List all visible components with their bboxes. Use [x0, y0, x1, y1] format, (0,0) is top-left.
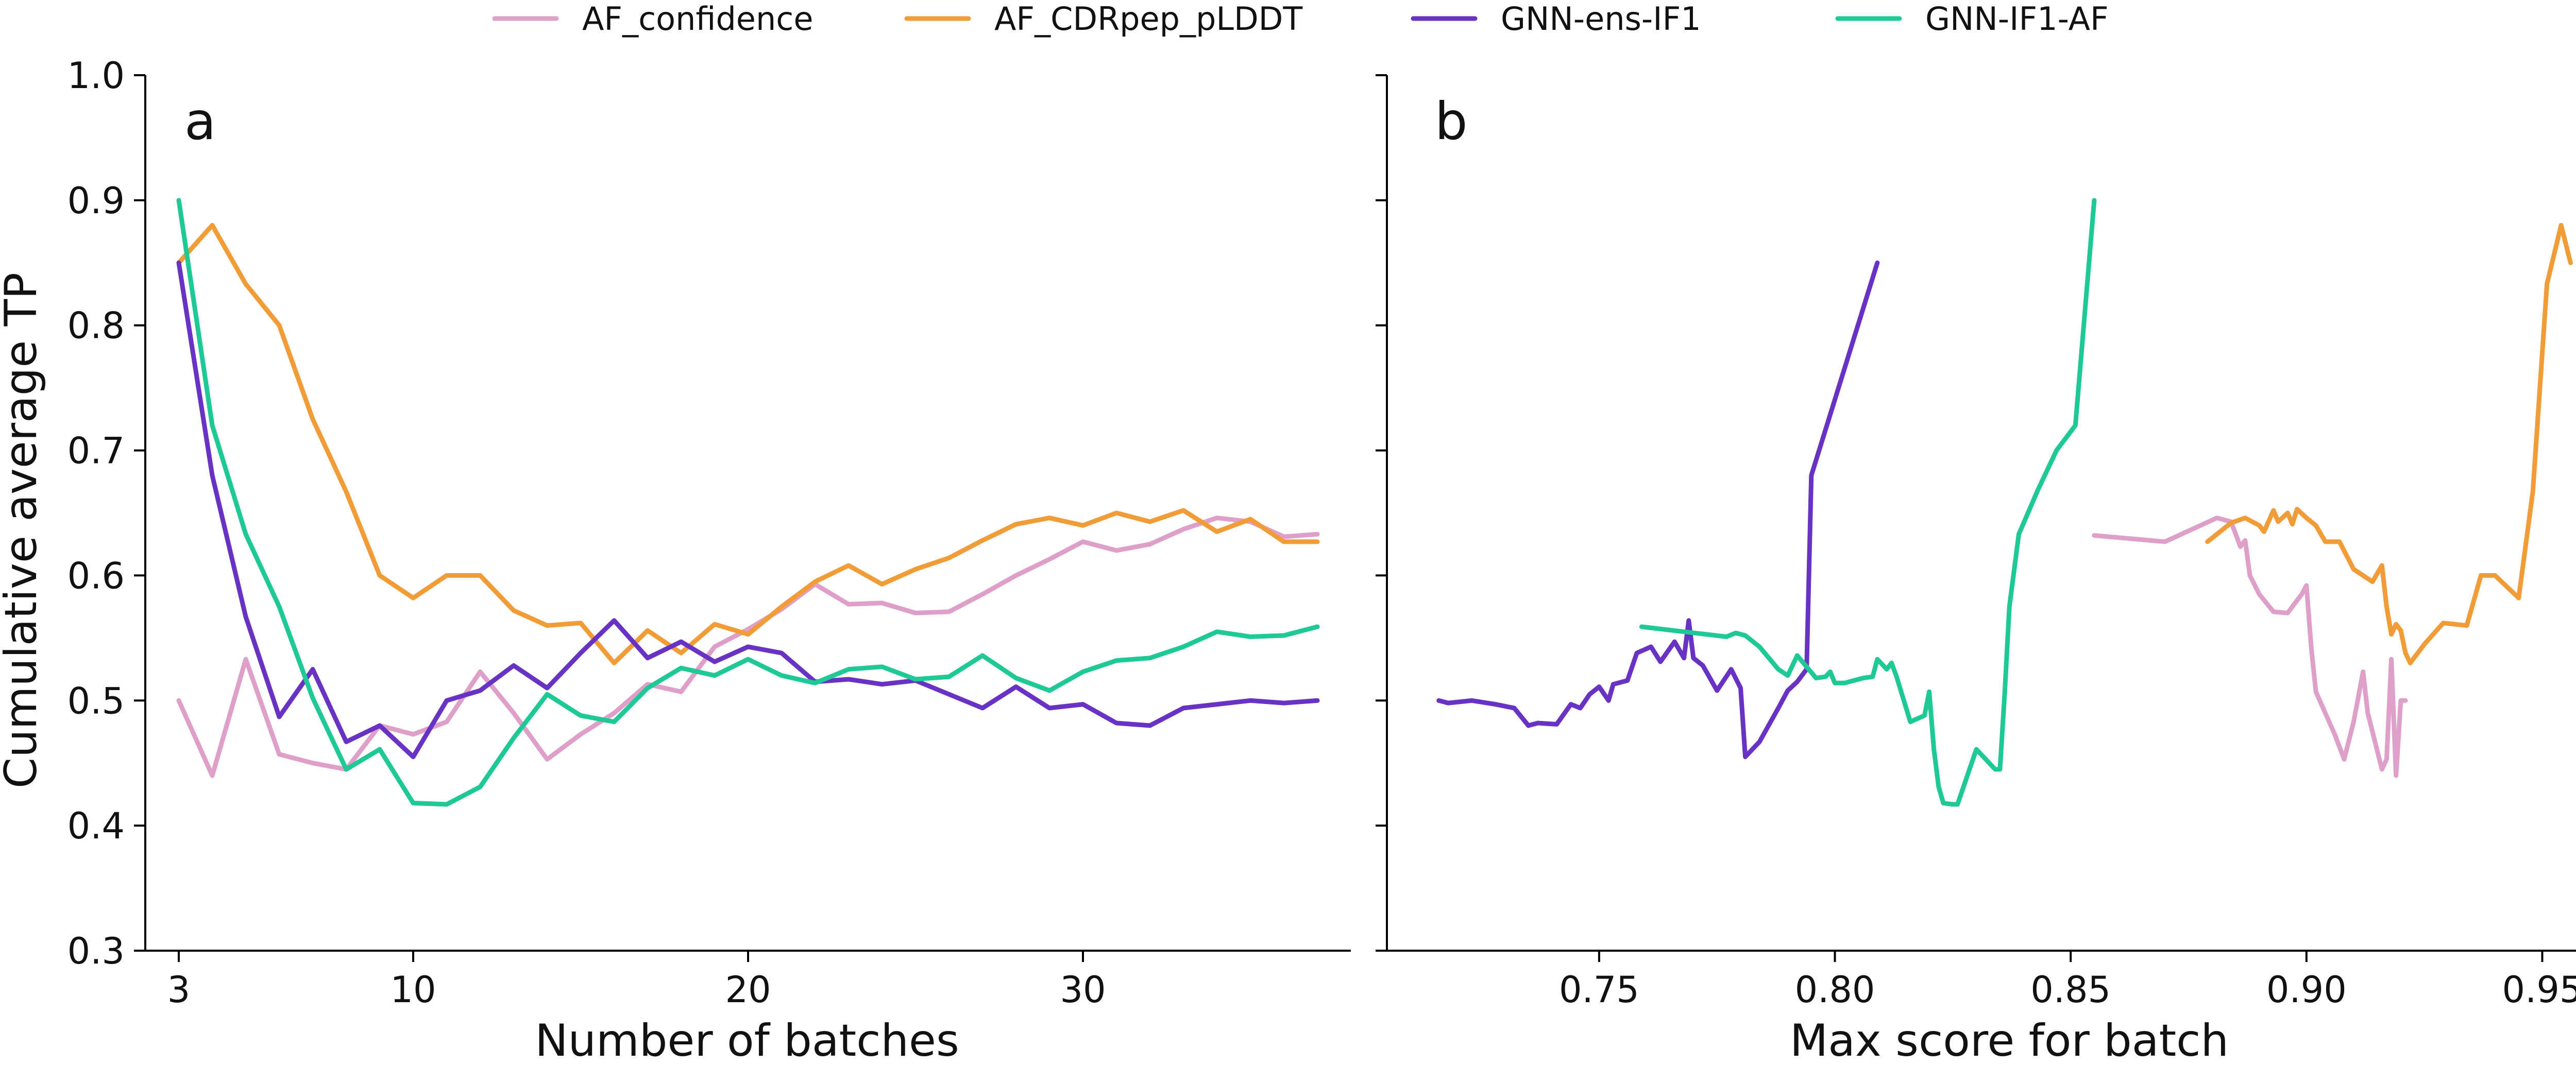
panel-a-letter: a — [184, 91, 216, 151]
panel-a-y-tick-label: 0.5 — [67, 680, 125, 722]
panel-a-series — [176, 198, 1320, 807]
panel-a: a 0.3 0.4 0.5 0.6 0.7 0.8 0.9 1.0 3 10 20 30 Number… — [0, 55, 1351, 1065]
legend-label-gnn-if1-af: GNN-IF1-AF — [1925, 0, 2109, 38]
panel-a-x-tick-label: 10 — [390, 969, 436, 1011]
panel-b-letter: b — [1435, 91, 1467, 151]
panel-b-series — [1436, 198, 2573, 807]
panel-a-y-tick-label: 0.3 — [67, 930, 125, 972]
legend-label-af-confidence: AF_confidence — [582, 0, 813, 38]
panel-a-y-tick-label: 0.9 — [67, 180, 125, 222]
panel-b-series-gnn-if1-af — [1639, 198, 2097, 807]
panel-b-x-tick-label: 0.75 — [1559, 969, 1639, 1011]
panel-a-axes: 0.3 0.4 0.5 0.6 0.7 0.8 0.9 1.0 3 10 20 30 — [67, 55, 1351, 1011]
legend-label-gnn-ens-if1: GNN-ens-IF1 — [1501, 0, 1701, 38]
panel-a-y-tick-label: 0.8 — [67, 305, 125, 347]
panel-a-x-tick-label: 20 — [725, 969, 771, 1011]
panel-a-y-tick-label: 0.7 — [67, 430, 125, 472]
panel-a-series-af-confidence — [176, 516, 1320, 778]
panel-b: b 0.75 0.80 0.85 0.90 0.95 Max score for bat… — [1376, 74, 2576, 1065]
legend: AF_confidence AF_CDRpep_pLDDT GNN-ens-IF1 G… — [492, 0, 2109, 38]
panel-b-x-tick-label: 0.80 — [1795, 969, 1875, 1011]
panel-b-x-tick-label: 0.95 — [2502, 969, 2576, 1011]
panel-a-y-tick-label: 0.6 — [67, 555, 125, 597]
panel-a-x-tick-label: 3 — [167, 969, 191, 1011]
panel-b-axes: 0.75 0.80 0.85 0.90 0.95 — [1376, 74, 2576, 1011]
panel-b-x-tick-label: 0.85 — [2030, 969, 2111, 1011]
panel-b-x-tick-label: 0.90 — [2266, 969, 2347, 1011]
panel-b-series-af-confidence — [2092, 516, 2408, 778]
panel-a-series-gnn-ens-if1 — [176, 260, 1320, 760]
panel-a-series-gnn-if1-af — [176, 198, 1320, 807]
panel-a-series-af-cdrpep-plddt — [176, 222, 1320, 665]
panel-a-x-tick-label: 30 — [1060, 969, 1106, 1011]
panel-a-y-tick-label: 0.4 — [67, 805, 125, 847]
panel-a-y-tick-label: 1.0 — [67, 55, 125, 97]
panel-b-series-gnn-ens-if1 — [1436, 260, 1880, 760]
panel-a-y-axis-title: Cumulative average TP — [0, 272, 47, 788]
panel-b-x-axis-title: Max score for batch — [1790, 1015, 2229, 1063]
panel-b-series-af-cdrpep-plddt — [2205, 222, 2573, 665]
legend-label-af-cdrpep-plddt: AF_CDRpep_pLDDT — [994, 0, 1303, 38]
panel-a-x-axis-title: Number of batches — [535, 1015, 959, 1063]
